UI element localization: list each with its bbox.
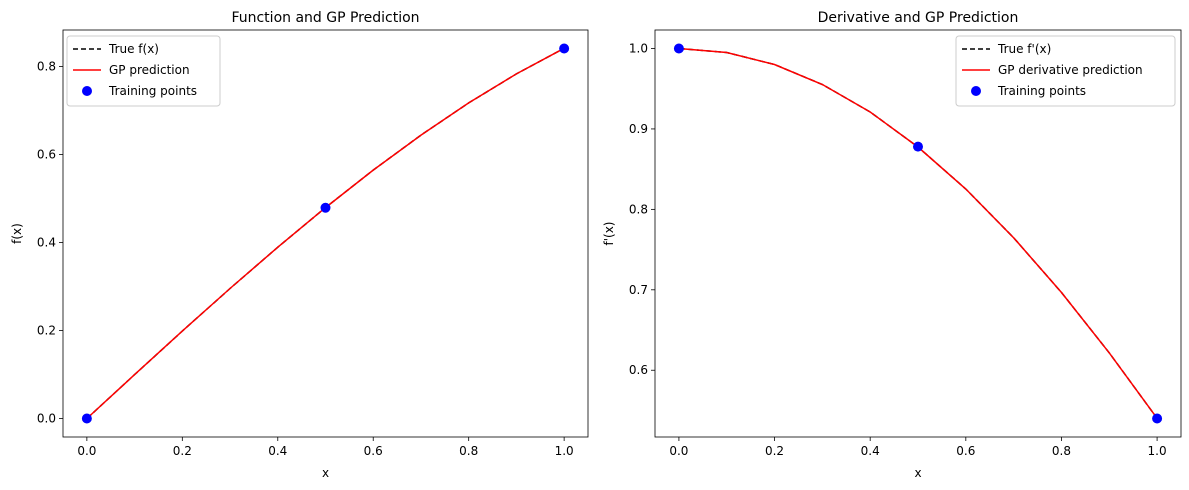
legend-marker-swatch bbox=[971, 86, 981, 96]
x-tick-label: 0.4 bbox=[861, 444, 880, 458]
training-point bbox=[1152, 413, 1163, 424]
training-point bbox=[913, 141, 923, 152]
legend-label: GP derivative prediction bbox=[998, 63, 1143, 77]
legend-box bbox=[66, 35, 221, 107]
y-tick-label: 0.8 bbox=[629, 202, 648, 216]
legend-label: True f'(x) bbox=[997, 42, 1051, 56]
y-tick-label: 0.7 bbox=[629, 283, 648, 297]
x-tick-label: 1.0 bbox=[1148, 444, 1167, 458]
legend-label: GP prediction bbox=[109, 63, 190, 77]
training-point bbox=[81, 413, 92, 424]
x-tick-label: 0.8 bbox=[459, 444, 478, 458]
plot-frame bbox=[654, 29, 1182, 438]
x-tick-label: 0.8 bbox=[1052, 444, 1071, 458]
x-tick-label: 1.0 bbox=[555, 444, 574, 458]
plot-frame bbox=[62, 29, 589, 438]
y-tick-label: 0.4 bbox=[37, 236, 56, 250]
x-axis-label: x bbox=[322, 466, 329, 480]
chart-title: Derivative and GP Prediction bbox=[818, 10, 1019, 26]
y-axis-label: f'(x) bbox=[602, 222, 616, 246]
y-tick-label: 0.2 bbox=[37, 324, 56, 338]
y-tick-label: 0.8 bbox=[37, 60, 56, 74]
legend-label: True f(x) bbox=[108, 42, 159, 56]
chart-title: Function and GP Prediction bbox=[231, 10, 419, 26]
x-tick-label: 0.2 bbox=[173, 444, 192, 458]
training-point bbox=[320, 202, 331, 213]
x-tick-label: 0.2 bbox=[765, 444, 784, 458]
training-point bbox=[559, 43, 570, 54]
x-tick-label: 0.4 bbox=[268, 444, 287, 458]
x-tick-label: 0.0 bbox=[669, 444, 688, 458]
x-tick-label: 0.6 bbox=[956, 444, 975, 458]
y-axis-label: f(x) bbox=[10, 223, 24, 244]
legend-label: Training points bbox=[108, 84, 197, 98]
x-axis-label: x bbox=[914, 466, 921, 480]
training-point bbox=[673, 43, 684, 54]
x-tick-label: 0.0 bbox=[77, 444, 96, 458]
y-tick-label: 0.6 bbox=[37, 148, 56, 162]
y-tick-label: 0.9 bbox=[629, 122, 648, 136]
y-tick-label: 1.0 bbox=[629, 42, 648, 56]
y-tick-label: 0.6 bbox=[629, 363, 648, 377]
x-tick-label: 0.6 bbox=[364, 444, 383, 458]
legend-label: Training points bbox=[997, 84, 1086, 98]
legend-box bbox=[955, 35, 1176, 107]
legend-marker-swatch bbox=[82, 86, 92, 96]
y-tick-label: 0.0 bbox=[37, 412, 56, 426]
